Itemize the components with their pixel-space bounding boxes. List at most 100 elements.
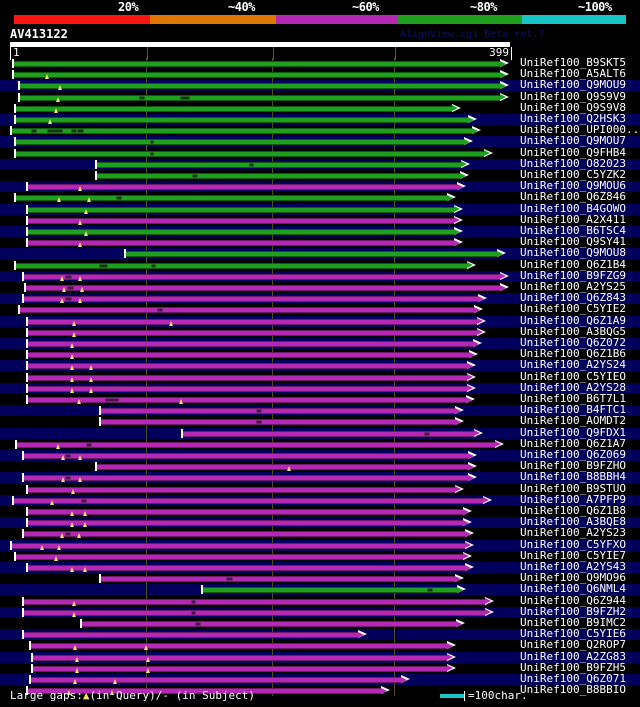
alignment-track[interactable] (0, 192, 515, 204)
alignment-track[interactable] (0, 506, 515, 518)
alignment-track[interactable] (0, 394, 515, 406)
alignment-bar[interactable] (24, 476, 470, 481)
subject-label[interactable]: UniRef100_B4FTC1 (520, 403, 626, 417)
alignment-bar[interactable] (33, 666, 449, 671)
alignment-track[interactable] (0, 181, 515, 193)
alignment-track[interactable] (0, 214, 515, 226)
subject-label[interactable]: UniRef100_B8BBH4 (520, 470, 626, 484)
table-row[interactable]: UniRef100_B9STUO (0, 482, 640, 495)
alignment-track[interactable] (0, 550, 515, 562)
subject-label[interactable]: UniRef100_Q6Z1A9 (520, 313, 626, 327)
alignment-track[interactable] (0, 270, 515, 282)
subject-label[interactable]: UniRef100_Q9S9V9 (520, 89, 626, 103)
alignment-bar[interactable] (24, 454, 470, 458)
subject-label[interactable]: UniRef100_Q9MOU8 (520, 246, 626, 260)
alignment-bar[interactable] (101, 420, 457, 425)
alignment-bar[interactable] (24, 633, 360, 638)
alignment-track[interactable] (0, 315, 515, 327)
alignment-bar[interactable] (20, 95, 502, 100)
alignment-bar[interactable] (97, 162, 463, 167)
subject-label[interactable]: UniRef100_C5YIE2 (520, 302, 626, 316)
alignment-bar[interactable] (16, 106, 454, 111)
table-row[interactable]: UniRef100_Q6Z944 (0, 594, 640, 607)
alignment-bar[interactable] (24, 599, 487, 604)
alignment-bar[interactable] (26, 286, 502, 290)
alignment-track[interactable] (0, 438, 515, 450)
subject-label[interactable]: UniRef100_Q6Z069 (520, 448, 626, 461)
subject-label[interactable]: UniRef100_Q9S9V8 (520, 100, 626, 114)
subject-label[interactable]: UniRef100_C5YZK2 (520, 168, 626, 181)
alignment-bar[interactable] (28, 342, 475, 346)
alignment-track[interactable] (0, 450, 515, 462)
table-row[interactable]: UniRef100_Q9SY41 (0, 235, 640, 249)
subject-label[interactable]: UniRef100_B9FZH2 (520, 604, 626, 618)
table-row[interactable]: UniRef100_Q9FHB4 (0, 146, 640, 159)
subject-label[interactable]: UniRef100_A3BQG5 (520, 324, 626, 338)
table-row[interactable]: UniRef100_C5YIEO (0, 369, 640, 383)
table-row[interactable]: UniRef100_O82023 (0, 156, 640, 170)
subject-label[interactable]: UniRef100_A2YS43 (520, 560, 626, 573)
subject-label[interactable]: UniRef100_C5YIEO (520, 369, 626, 383)
subject-label[interactable]: UniRef100_Q9FDX1 (520, 425, 626, 439)
table-row[interactable]: UniRef100_A3BQE8 (0, 516, 640, 529)
table-row[interactable]: UniRef100_B9FZG9 (0, 269, 640, 282)
subject-label[interactable]: UniRef100_O82023 (520, 156, 626, 170)
alignment-track[interactable] (0, 595, 515, 607)
table-row[interactable]: UniRef100_Q6Z1A9 (0, 313, 640, 327)
alignment-bar[interactable] (28, 230, 456, 234)
alignment-bar[interactable] (28, 241, 456, 246)
alignment-bar[interactable] (28, 566, 467, 570)
alignment-bar[interactable] (14, 73, 502, 78)
alignment-track[interactable] (0, 461, 515, 473)
subject-label[interactable]: UniRef100_Q6NML4 (520, 582, 626, 596)
alignment-track[interactable] (0, 69, 515, 81)
alignment-track[interactable] (0, 371, 515, 383)
table-row[interactable]: UniRef100_A2YS24 (0, 359, 640, 372)
table-row[interactable]: UniRef100_A2X411 (0, 212, 640, 226)
subject-label[interactable]: UniRef100_Q9MOU7 (520, 134, 626, 148)
alignment-track[interactable] (0, 114, 515, 126)
alignment-bar[interactable] (126, 252, 499, 257)
subject-label[interactable]: UniRef100_Q9SY41 (520, 235, 626, 249)
subject-label[interactable]: UniRef100_A2X411 (520, 212, 626, 226)
alignment-track[interactable] (0, 158, 515, 170)
alignment-track[interactable] (0, 360, 515, 372)
subject-label[interactable]: UniRef100_A7PFP9 (520, 492, 626, 506)
table-row[interactable]: UniRef100_Q6NML4 (0, 582, 640, 596)
subject-label[interactable]: UniRef100_C5YFXO (520, 537, 626, 551)
alignment-track[interactable] (0, 282, 515, 294)
subject-label[interactable]: UniRef100_Q9MOU9 (520, 78, 626, 92)
table-row[interactable]: UniRef100_Q6Z846 (0, 191, 640, 204)
alignment-track[interactable] (0, 349, 515, 361)
table-row[interactable]: UniRef100_A5ALT6 (0, 68, 640, 81)
alignment-track[interactable] (0, 125, 515, 137)
subject-label[interactable]: UniRef100_A2YS28 (520, 380, 626, 394)
alignment-bar[interactable] (82, 622, 458, 626)
subject-label[interactable]: UniRef100_Q6Z1B6 (520, 347, 626, 361)
alignment-track[interactable] (0, 80, 515, 92)
table-row[interactable]: UniRef100_Q9MO96 (0, 572, 640, 585)
alignment-track[interactable] (0, 237, 515, 249)
subject-label[interactable]: UniRef100_B9FZH5 (520, 660, 626, 674)
alignment-bar[interactable] (28, 330, 479, 335)
alignment-bar[interactable] (16, 140, 466, 145)
subject-label[interactable]: UniRef100_Q6Z1A7 (520, 436, 626, 450)
subject-label[interactable]: UniRef100_Q6Z1B4 (520, 257, 626, 271)
alignment-bar[interactable] (28, 364, 469, 369)
alignment-bar[interactable] (28, 218, 456, 223)
alignment-track[interactable] (0, 203, 515, 215)
alignment-track[interactable] (0, 326, 515, 338)
subject-label[interactable]: UniRef100_A2YS25 (520, 280, 626, 293)
table-row[interactable]: UniRef100_B9IMC2 (0, 617, 640, 630)
alignment-track[interactable] (0, 136, 515, 148)
table-row[interactable]: UniRef100_B9FZH5 (0, 660, 640, 674)
alignment-track[interactable] (0, 539, 515, 551)
alignment-track[interactable] (0, 259, 515, 271)
alignment-track[interactable] (0, 651, 515, 663)
alignment-track[interactable] (0, 629, 515, 641)
alignment-bar[interactable] (97, 174, 462, 178)
alignment-track[interactable] (0, 618, 515, 630)
table-row[interactable]: UniRef100_Q9MOU6 (0, 180, 640, 193)
subject-label[interactable]: UniRef100_A2YS23 (520, 526, 626, 540)
alignment-bar[interactable] (28, 386, 469, 391)
